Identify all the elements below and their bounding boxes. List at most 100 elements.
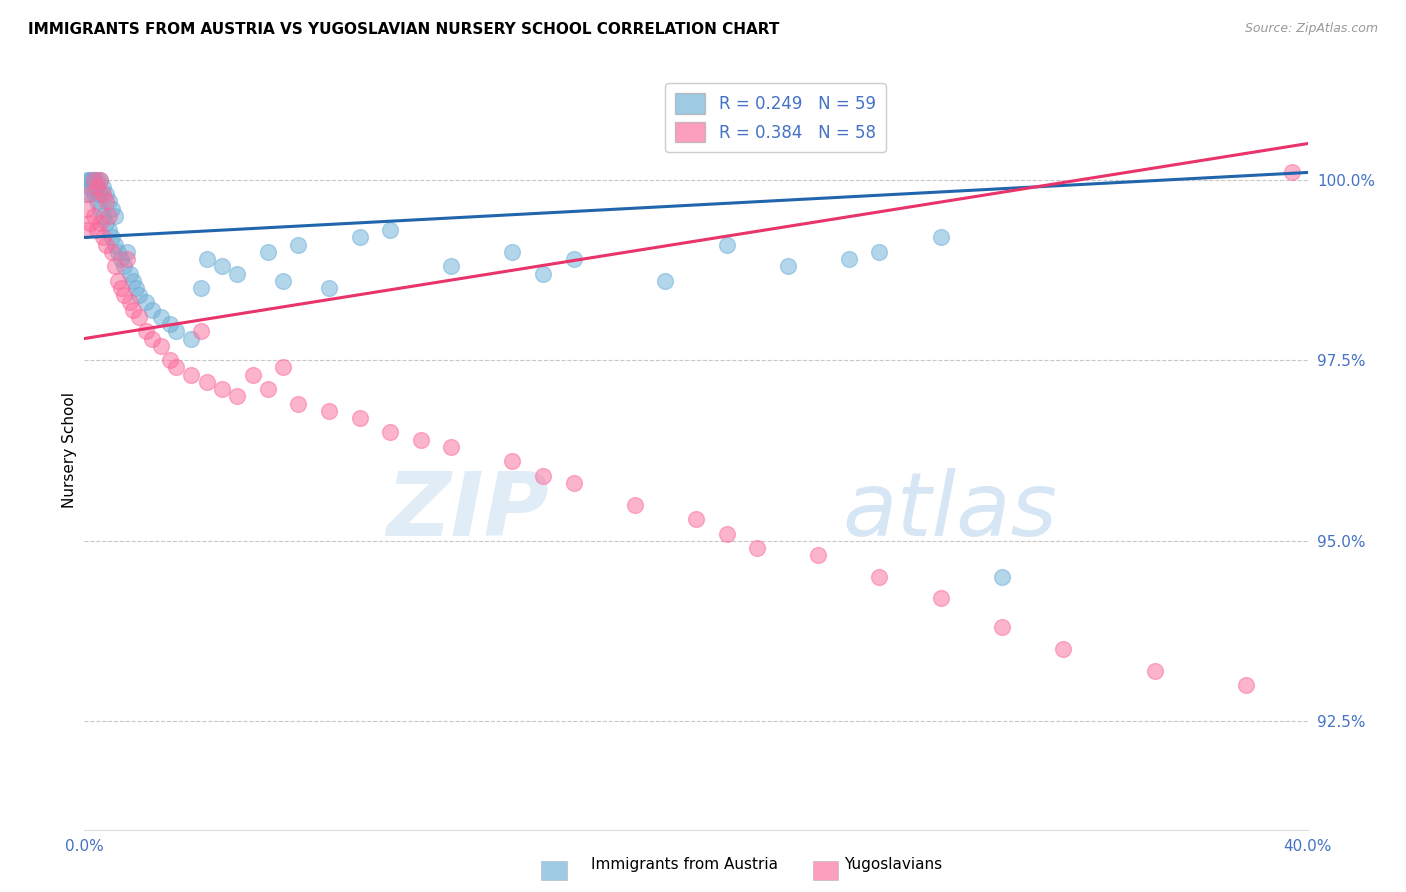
Point [101,244,124,259]
Point [531,468,554,483]
Text: Immigrants from Austria: Immigrants from Austria [591,857,778,872]
Point [624,498,647,512]
Point [747,541,769,555]
Point [380,425,402,440]
Point [141,302,163,317]
Point [83,172,105,186]
Point [776,260,799,274]
Point [89,172,111,186]
Point [120,295,142,310]
Point [226,267,249,281]
Point [120,267,142,281]
Point [502,454,524,468]
Point [149,339,172,353]
Point [141,332,163,346]
Point [135,295,157,310]
Point [531,267,554,281]
Point [562,475,585,490]
Point [91,230,114,244]
Point [1143,664,1166,678]
Point [86,180,108,194]
Text: Source: ZipAtlas.com: Source: ZipAtlas.com [1244,22,1378,36]
Point [104,209,127,223]
Point [349,230,371,244]
Point [165,324,187,338]
Point [83,172,105,186]
Point [86,223,108,237]
Point [271,360,294,375]
Point [89,216,111,230]
Point [159,317,181,331]
Point [195,375,218,389]
Point [107,244,129,259]
Point [869,244,891,259]
Point [76,172,98,186]
Point [107,274,129,288]
Point [685,512,707,526]
Point [115,252,138,266]
Point [380,223,402,237]
Point [929,591,952,606]
Point [79,216,101,230]
Point [83,172,105,186]
Point [91,187,114,202]
Point [79,187,101,202]
Point [502,244,524,259]
Point [716,526,738,541]
Point [76,202,98,216]
Point [79,172,101,186]
Point [838,252,860,266]
Point [91,209,114,223]
Point [122,274,145,288]
Point [195,252,218,266]
Point [110,252,132,266]
Point [101,202,124,216]
Point [807,548,830,562]
Point [125,281,148,295]
Point [135,324,157,338]
Point [79,180,101,194]
Point [257,382,280,396]
Point [165,360,187,375]
Point [76,223,98,237]
Point [91,180,114,194]
Point [226,389,249,403]
Point [869,570,891,584]
Text: atlas: atlas [842,468,1057,554]
Y-axis label: Nursery School: Nursery School [62,392,77,508]
Point [409,433,432,447]
Point [86,194,108,209]
Point [349,411,371,425]
Point [76,187,98,202]
Point [242,368,264,382]
Point [440,440,463,454]
Point [110,281,132,295]
Point [562,252,585,266]
Point [112,260,135,274]
Point [83,209,105,223]
Point [83,187,105,202]
Point [716,237,738,252]
Point [654,274,676,288]
Point [86,172,108,186]
Point [104,237,127,252]
Point [287,396,309,410]
Point [149,310,172,324]
Point [440,260,463,274]
Point [94,187,117,202]
Point [1236,678,1258,692]
Point [94,237,117,252]
Legend: R = 0.249   N = 59, R = 0.384   N = 58: R = 0.249 N = 59, R = 0.384 N = 58 [665,84,886,153]
Point [991,570,1014,584]
Point [190,281,212,295]
Point [257,244,280,259]
Point [101,230,124,244]
Point [929,230,952,244]
Point [97,223,120,237]
Text: ZIP: ZIP [387,467,550,555]
Point [94,194,117,209]
Point [287,237,309,252]
Point [94,216,117,230]
Point [180,368,202,382]
Point [991,620,1014,634]
